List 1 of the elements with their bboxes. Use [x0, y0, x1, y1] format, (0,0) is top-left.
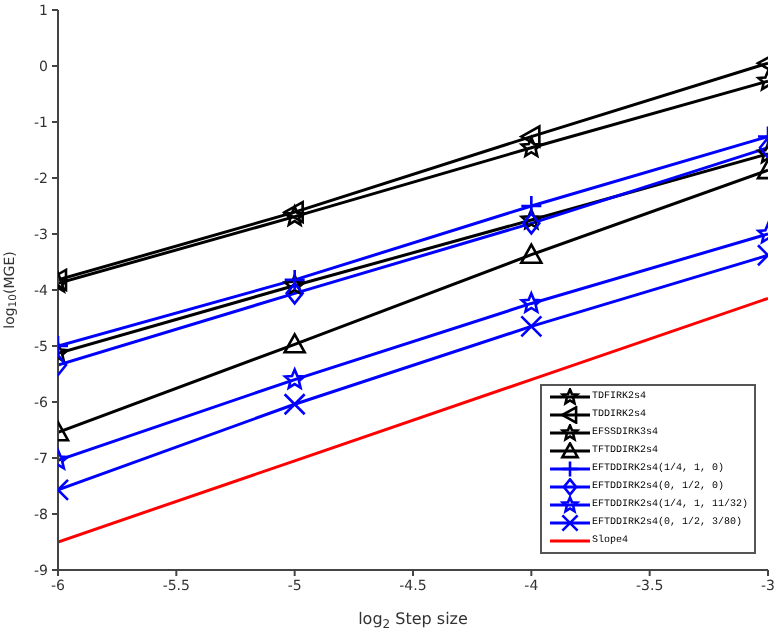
x-axis-title: log$_{2}$ Step size: [358, 610, 468, 631]
